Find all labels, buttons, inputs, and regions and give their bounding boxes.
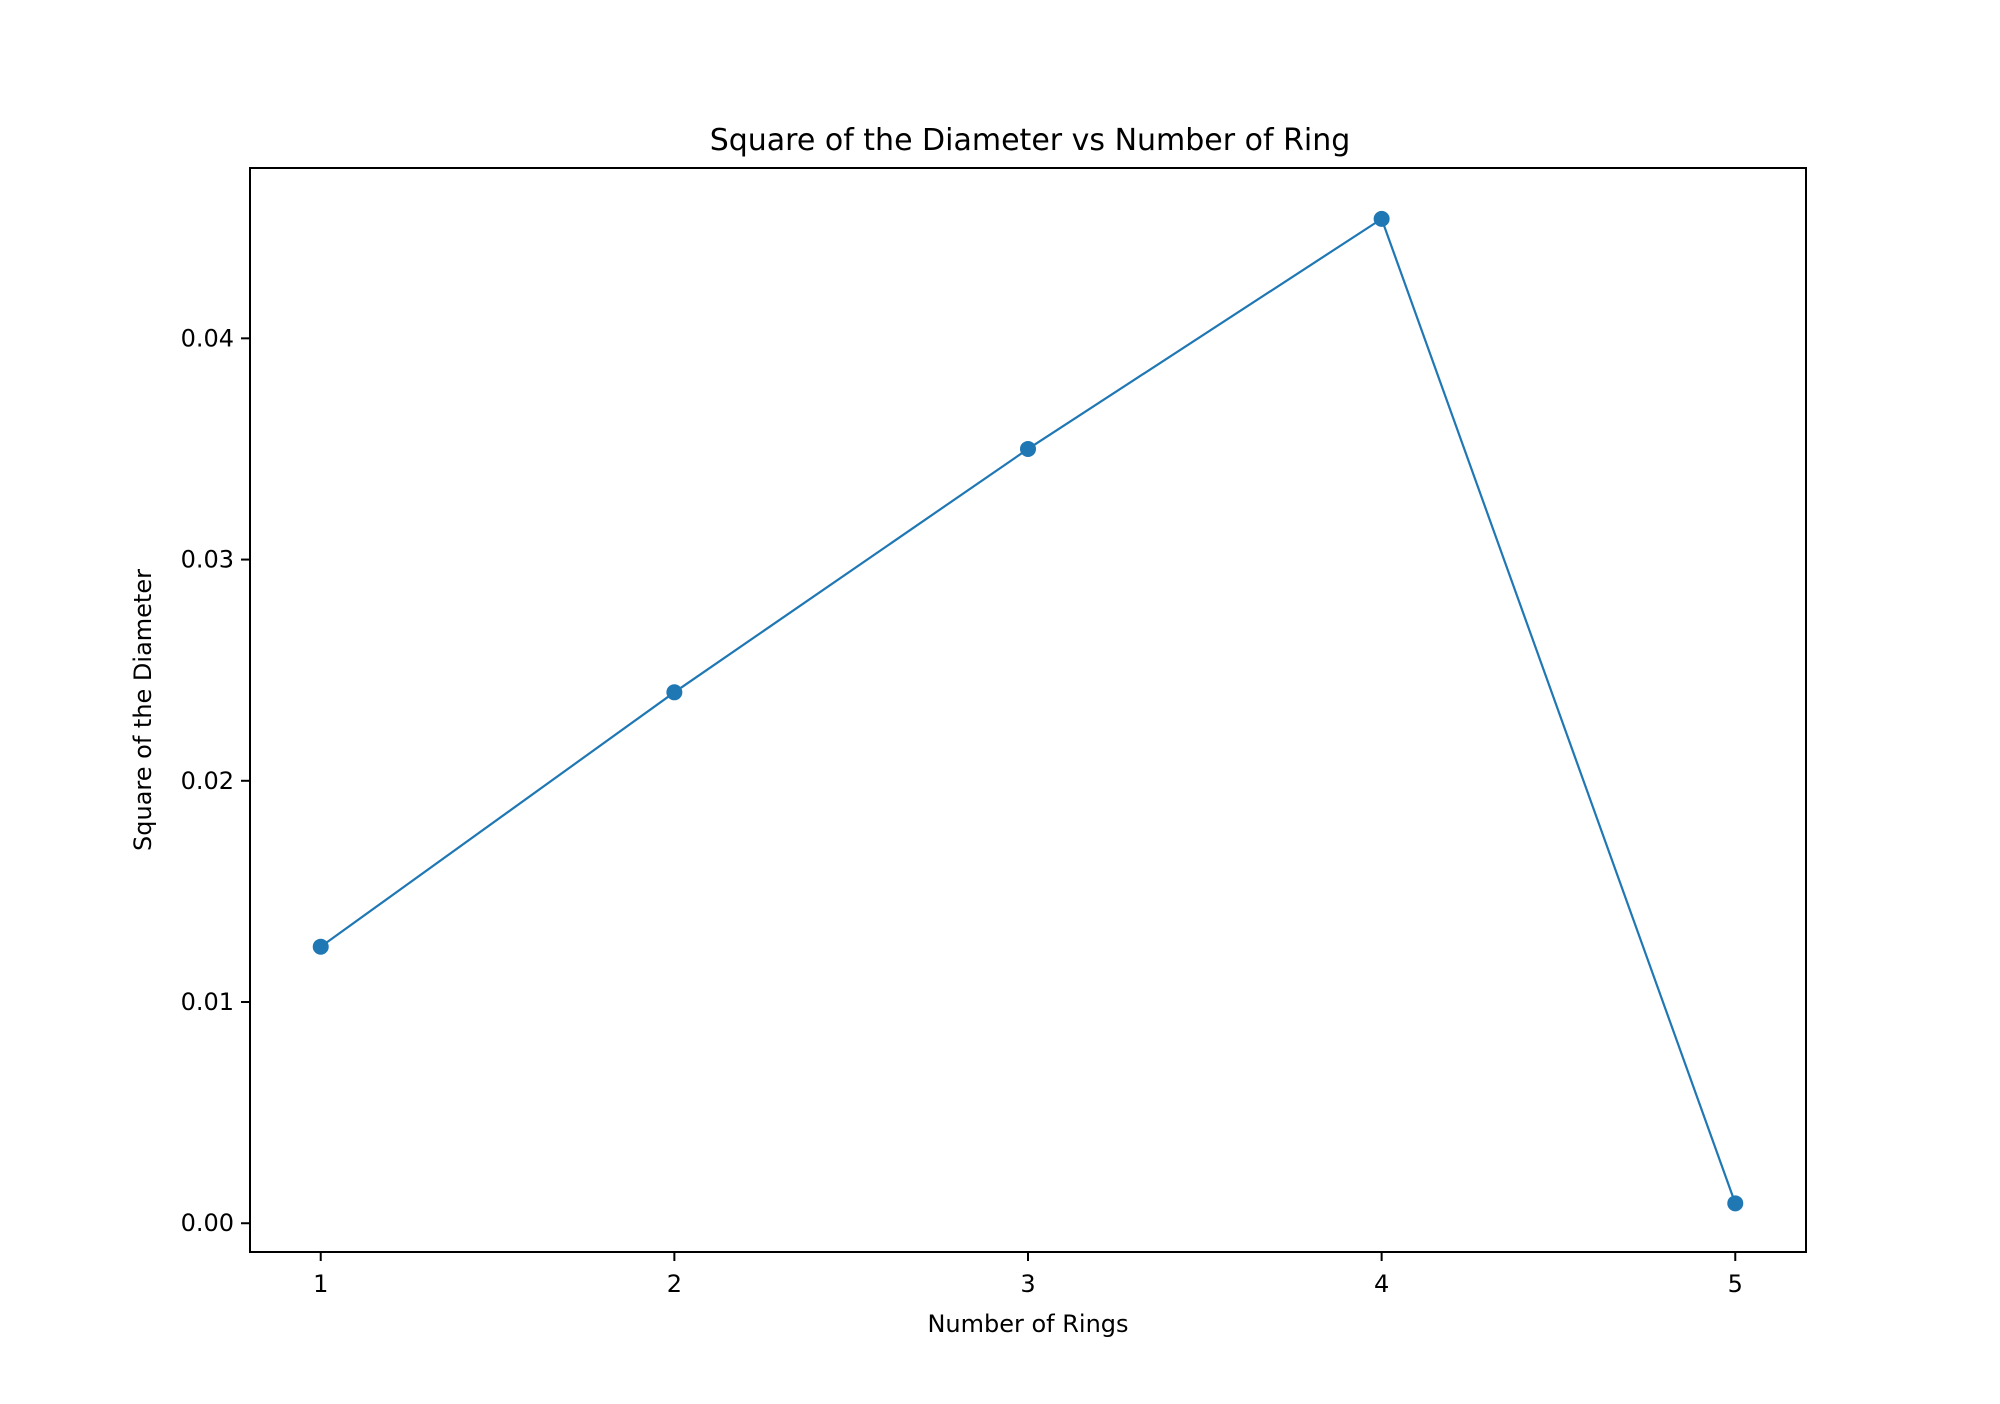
data-point	[1373, 210, 1390, 227]
y-tick-label: 0.02	[181, 767, 234, 795]
x-tick-label: 3	[1020, 1270, 1035, 1298]
y-axis-label: Square of the Diameter	[129, 569, 157, 851]
data-point	[666, 684, 683, 701]
data-point	[1020, 440, 1036, 457]
plot-area-frame	[249, 167, 1807, 1253]
data-point	[312, 938, 329, 955]
x-tick-label: 1	[313, 1270, 328, 1298]
y-tick-label: 0.00	[181, 1209, 234, 1237]
data-point	[1727, 1195, 1744, 1212]
y-tick-label: 0.01	[181, 988, 234, 1016]
y-tick-label: 0.04	[181, 324, 234, 352]
series-layer	[312, 210, 1744, 1212]
x-tick-label: 5	[1728, 1270, 1743, 1298]
x-tick-label: 2	[667, 1270, 682, 1298]
x-axis-ticks: 1 2 3 4 5	[313, 1252, 1743, 1298]
chart-title: Square of the Diameter vs Number of Ring	[710, 123, 1351, 158]
x-axis-label: Number of Rings	[927, 1310, 1128, 1338]
y-axis-ticks: 0.00 0.01 0.02 0.03 0.04	[181, 324, 250, 1237]
y-tick-label: 0.03	[181, 546, 234, 574]
x-tick-label: 4	[1374, 1270, 1389, 1298]
